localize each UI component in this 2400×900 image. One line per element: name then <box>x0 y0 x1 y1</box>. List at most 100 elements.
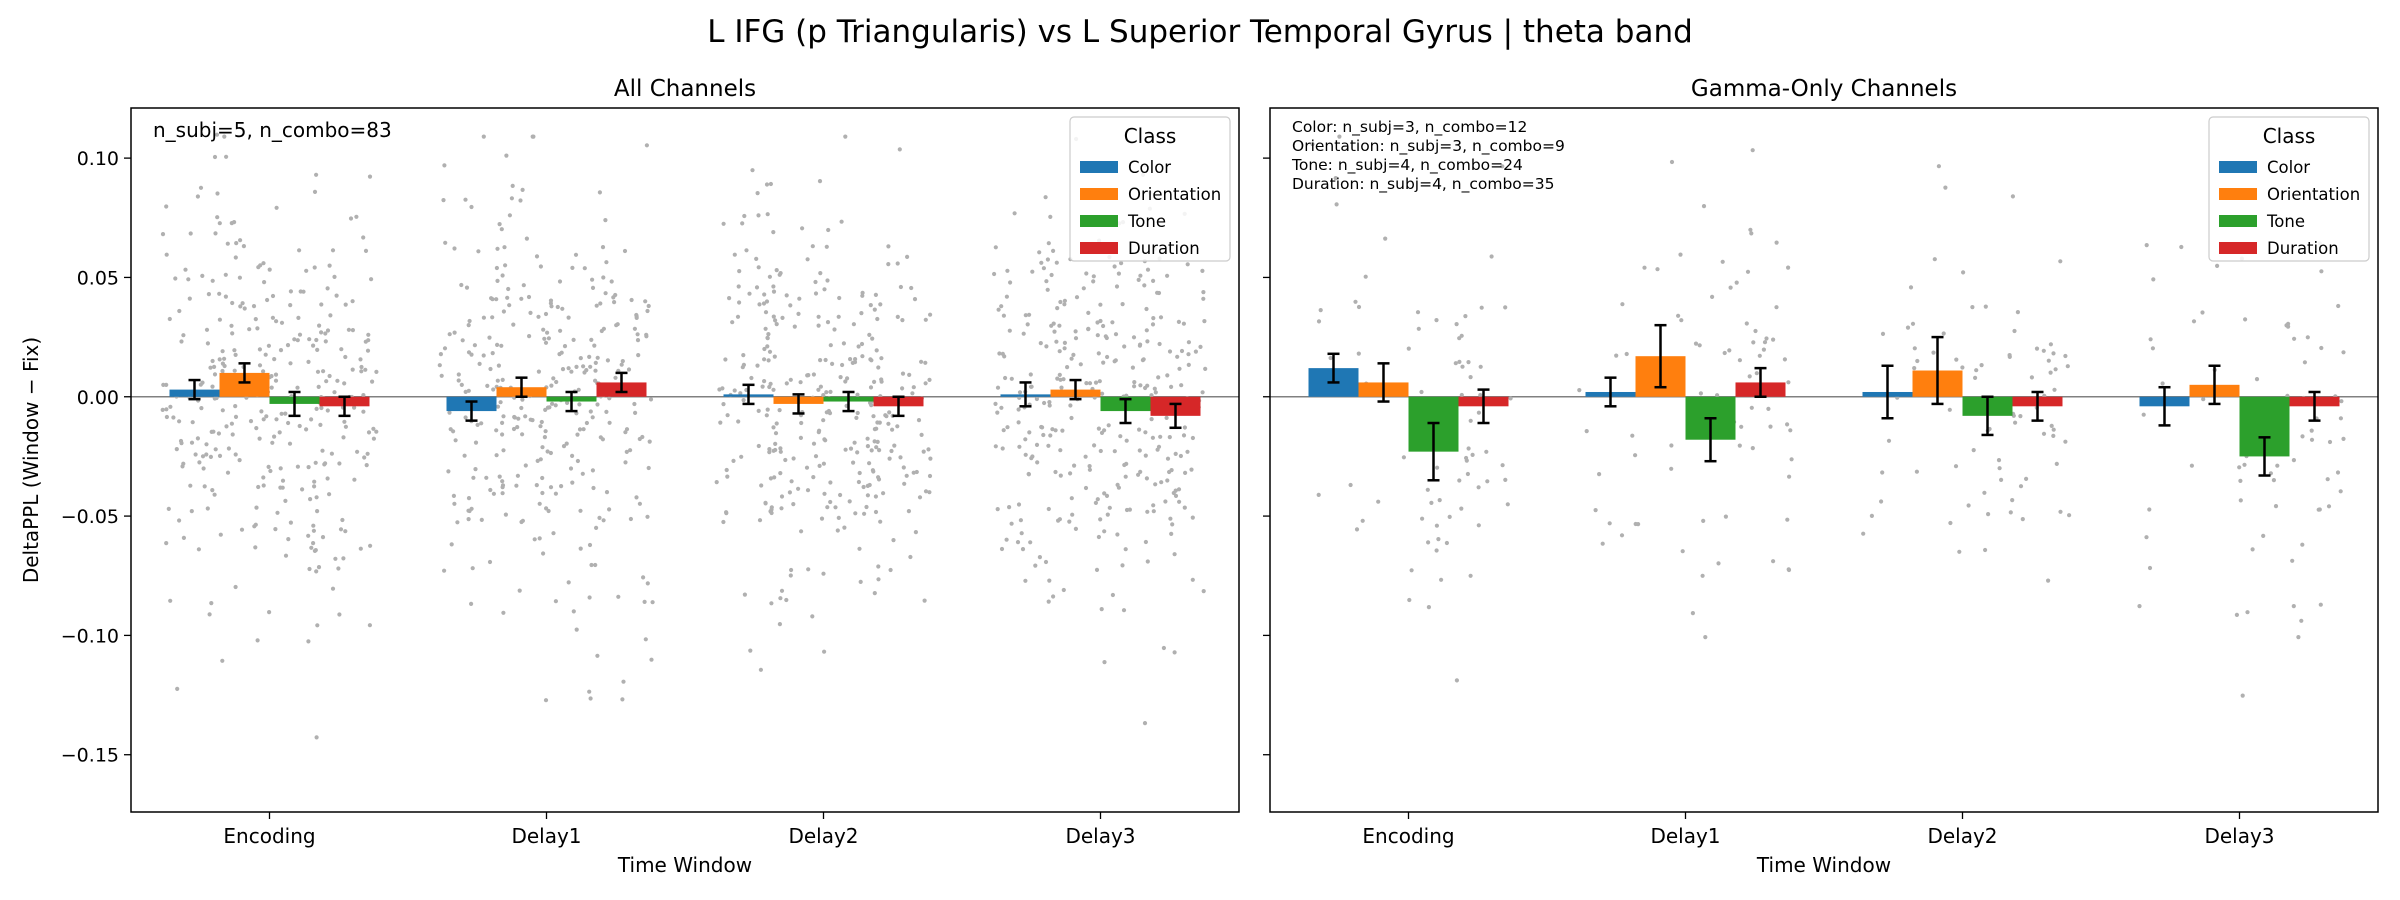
scatter-point <box>206 292 211 297</box>
scatter-point <box>595 402 600 407</box>
legend-title: Class <box>2263 124 2316 148</box>
scatter-point <box>208 365 213 370</box>
scatter-point <box>164 252 169 257</box>
scatter-point <box>628 516 634 522</box>
scatter-point <box>494 297 499 302</box>
scatter-point <box>1785 517 1790 522</box>
scatter-point <box>1053 469 1058 475</box>
scatter-point <box>320 535 326 540</box>
scatter-point <box>361 235 366 240</box>
scatter-point <box>778 271 783 276</box>
scatter-point <box>1112 359 1117 364</box>
scatter-point <box>500 479 505 484</box>
scatter-point <box>1141 357 1146 362</box>
scatter-point <box>197 460 202 465</box>
scatter-point <box>324 379 329 384</box>
legend-swatch <box>1080 215 1118 227</box>
scatter-point <box>510 183 515 188</box>
scatter-point <box>1098 517 1103 522</box>
scatter-point <box>168 404 173 409</box>
scatter-point <box>872 439 877 444</box>
scatter-point <box>999 546 1005 552</box>
scatter-point <box>273 372 279 377</box>
scatter-point <box>1091 279 1096 284</box>
scatter-point <box>778 446 783 451</box>
scatter-point <box>895 314 900 319</box>
scatter-point <box>485 383 490 388</box>
scatter-point <box>330 248 336 253</box>
scatter-point <box>839 219 844 224</box>
scatter-point <box>564 441 569 446</box>
scatter-point <box>2290 558 2295 563</box>
scatter-point <box>367 623 372 628</box>
scatter-point <box>739 454 744 459</box>
scatter-point <box>2335 470 2341 475</box>
scatter-point <box>1356 304 1362 310</box>
scatter-point <box>1138 273 1143 278</box>
scatter-point <box>1144 306 1149 312</box>
scatter-point <box>502 245 507 250</box>
scatter-point <box>633 410 638 415</box>
scatter-point <box>565 400 570 405</box>
scatter-point <box>765 212 770 217</box>
scatter-point <box>851 322 857 327</box>
scatter-point <box>798 435 804 440</box>
scatter-point <box>773 318 778 323</box>
scatter-point <box>491 491 496 496</box>
scatter-point <box>877 420 882 425</box>
scatter-point <box>1722 350 1727 356</box>
scatter-point <box>1110 320 1115 325</box>
scatter-point <box>1048 433 1053 438</box>
scatter-point <box>517 588 522 593</box>
scatter-point <box>2012 328 2017 334</box>
scatter-point <box>437 363 442 368</box>
scatter-point <box>1047 403 1052 408</box>
scatter-point <box>340 517 345 523</box>
scatter-point <box>306 359 311 364</box>
scatter-point <box>644 143 650 148</box>
scatter-point <box>216 431 221 436</box>
scatter-point <box>768 476 774 481</box>
scatter-point <box>725 413 730 418</box>
scatter-point <box>842 525 847 530</box>
scatter-point <box>2240 693 2245 698</box>
scatter-point <box>292 337 297 342</box>
scatter-point <box>1028 540 1033 545</box>
scatter-point <box>1353 299 1358 304</box>
scatter-point <box>233 404 238 409</box>
scatter-point <box>1723 514 1728 519</box>
scatter-point <box>1167 435 1172 440</box>
scatter-point <box>1476 523 1481 528</box>
scatter-point <box>766 332 771 337</box>
scatter-point <box>204 452 209 457</box>
scatter-point <box>1110 592 1115 598</box>
scatter-point <box>551 376 556 381</box>
scatter-point <box>798 380 803 385</box>
scatter-point <box>628 448 633 453</box>
scatter-point <box>164 204 169 209</box>
scatter-point <box>1081 286 1086 291</box>
scatter-point <box>164 414 169 420</box>
scatter-point <box>2008 510 2013 515</box>
scatter-point <box>350 328 355 333</box>
y-tick-label: 0.00 <box>77 387 119 409</box>
scatter-point <box>611 295 616 300</box>
scatter-point <box>553 491 559 496</box>
scatter-point <box>1459 392 1464 398</box>
scatter-point <box>1157 341 1162 347</box>
scatter-point <box>1577 388 1582 393</box>
scatter-point <box>455 520 460 525</box>
scatter-point <box>1774 240 1779 245</box>
scatter-point <box>208 454 213 459</box>
scatter-point <box>1137 427 1142 432</box>
scatter-point <box>204 327 210 332</box>
scatter-point <box>796 486 801 491</box>
scatter-point <box>1766 406 1771 411</box>
scatter-point <box>1785 422 1790 427</box>
scatter-point <box>220 408 225 413</box>
scatter-point <box>278 485 283 490</box>
scatter-point <box>306 639 311 644</box>
scatter-point <box>1434 523 1439 528</box>
scatter-point <box>2291 604 2296 609</box>
scatter-point <box>1073 526 1078 532</box>
